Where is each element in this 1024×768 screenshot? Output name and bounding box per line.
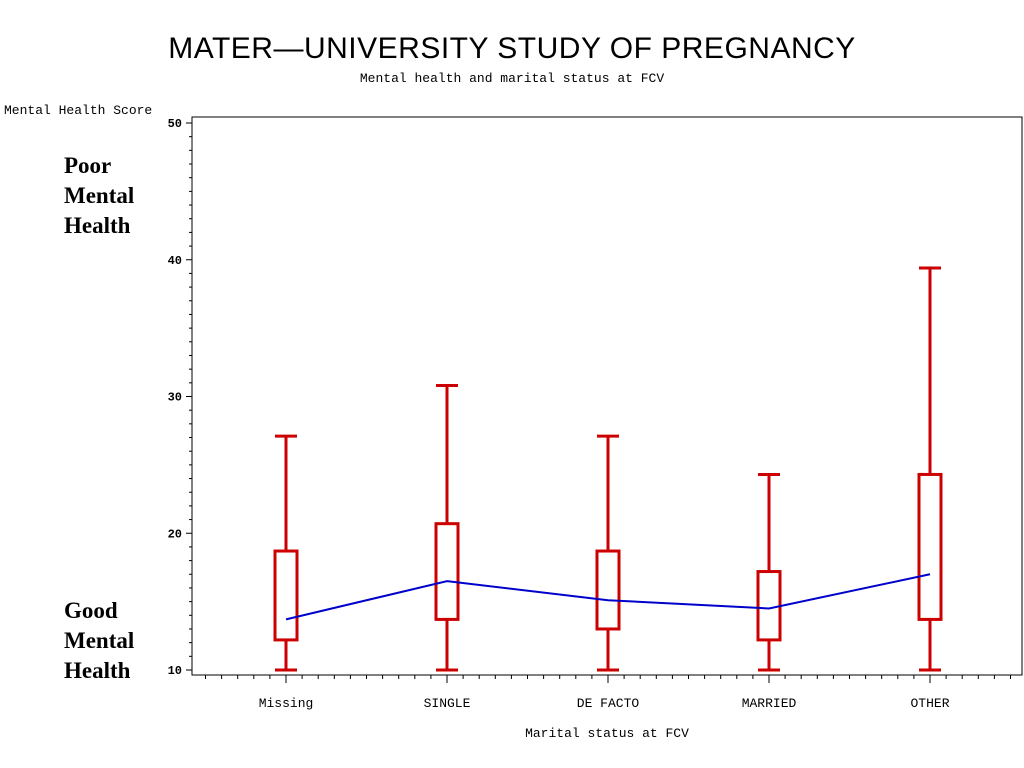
box-married xyxy=(756,472,782,672)
box-single xyxy=(434,384,460,672)
chart-subtitle: Mental health and marital status at FCV xyxy=(360,71,664,86)
x-ticks: Missing SINGLE DE FACTO MARRIED OTHER xyxy=(259,675,950,711)
box-iqr xyxy=(917,472,943,621)
box-missing xyxy=(273,434,299,672)
x-tick-label: SINGLE xyxy=(424,696,471,711)
x-tick-label: OTHER xyxy=(910,696,949,711)
y-ticks: 10 20 30 40 50 xyxy=(168,117,192,678)
annotation-line: Poor xyxy=(64,153,112,178)
y-tick-label: 10 xyxy=(168,664,182,678)
y-tick-label: 40 xyxy=(168,254,182,268)
minor-ticks xyxy=(189,136,1011,679)
y-tick-label: 50 xyxy=(168,117,182,131)
y-axis-label: Mental Health Score xyxy=(4,103,152,118)
annotation-line: Good xyxy=(64,598,118,623)
y-tick-label: 30 xyxy=(168,391,182,405)
box-iqr xyxy=(756,570,782,642)
box-de-facto xyxy=(595,434,621,672)
x-axis-label: Marital status at FCV xyxy=(525,726,689,741)
y-tick-label: 20 xyxy=(168,527,182,541)
x-tick-label: Missing xyxy=(259,696,314,711)
chart-title: MATER—UNIVERSITY STUDY OF PREGNANCY xyxy=(168,32,856,65)
box-iqr xyxy=(434,522,460,621)
plot-frame xyxy=(191,116,1023,676)
box-iqr xyxy=(595,549,621,631)
x-tick-label: MARRIED xyxy=(742,696,797,711)
x-tick-label: DE FACTO xyxy=(577,696,640,711)
box-iqr xyxy=(273,549,299,642)
mean-line xyxy=(285,573,931,621)
poor-mental-health-annotation: Poor Mental Health xyxy=(64,151,134,241)
good-mental-health-annotation: Good Mental Health xyxy=(64,596,134,686)
annotation-line: Mental xyxy=(64,628,135,653)
annotation-line: Mental xyxy=(64,183,135,208)
box-group xyxy=(273,266,943,672)
annotation-line: Health xyxy=(64,658,131,683)
annotation-line: Health xyxy=(64,213,131,238)
box-other xyxy=(917,266,943,672)
